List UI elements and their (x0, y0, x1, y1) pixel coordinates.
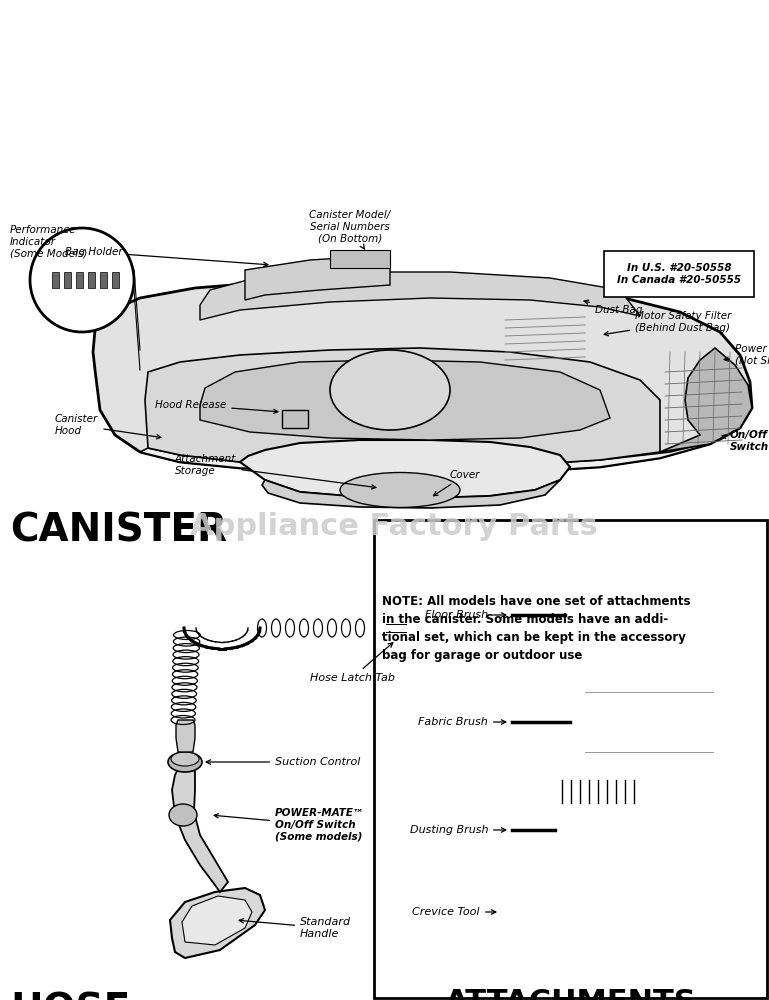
Text: NOTE: All models have one set of attachments
in the canister. Some models have a: NOTE: All models have one set of attachm… (382, 595, 691, 662)
Text: POWER-MATE™
On/Off Switch
(Some models): POWER-MATE™ On/Off Switch (Some models) (214, 808, 365, 842)
Bar (502, 906, 520, 918)
Bar (76, 272, 83, 288)
Ellipse shape (168, 752, 202, 772)
Polygon shape (262, 480, 560, 508)
Polygon shape (145, 348, 660, 467)
Bar (88, 272, 95, 288)
Bar (100, 272, 107, 288)
Polygon shape (200, 272, 640, 320)
Bar (382, 616, 410, 640)
Ellipse shape (560, 702, 580, 742)
Polygon shape (200, 360, 610, 440)
Bar (64, 272, 71, 288)
Text: Attachment
Storage: Attachment Storage (175, 454, 376, 489)
Polygon shape (182, 896, 252, 945)
Polygon shape (93, 280, 752, 473)
Ellipse shape (556, 599, 574, 631)
Text: Performance
Indicator
(Some Models): Performance Indicator (Some Models) (10, 225, 88, 258)
Ellipse shape (169, 804, 197, 826)
Text: Hood Release: Hood Release (155, 400, 278, 413)
Text: ATTACHMENTS: ATTACHMENTS (444, 988, 697, 1000)
Ellipse shape (555, 802, 645, 857)
Polygon shape (245, 255, 390, 300)
Bar (282, 410, 308, 428)
Ellipse shape (340, 473, 460, 508)
Ellipse shape (330, 350, 450, 430)
Polygon shape (660, 348, 752, 452)
Text: On/Off
Switch: On/Off Switch (722, 430, 769, 452)
Bar (738, 896, 750, 928)
Text: Floor Brush: Floor Brush (425, 610, 506, 620)
Text: Motor Safety Filter
(Behind Dust Bag): Motor Safety Filter (Behind Dust Bag) (604, 311, 731, 336)
Bar (573, 593, 743, 637)
Text: Appliance Factory Parts: Appliance Factory Parts (190, 512, 598, 541)
Polygon shape (240, 440, 570, 498)
Polygon shape (140, 428, 740, 473)
Text: Standard
Handle: Standard Handle (239, 917, 351, 939)
Polygon shape (176, 720, 195, 752)
Ellipse shape (171, 752, 199, 766)
Bar (112, 272, 119, 288)
Bar (52, 272, 59, 288)
Polygon shape (520, 898, 740, 926)
Text: © http://www.appliancefactoryparts.com: © http://www.appliancefactoryparts.com (305, 474, 519, 484)
Polygon shape (170, 888, 265, 958)
Circle shape (30, 228, 134, 332)
Text: In U.S. #20-50558
In Canada #20-50555: In U.S. #20-50558 In Canada #20-50555 (617, 263, 741, 285)
Text: Dust Bag: Dust Bag (584, 300, 643, 315)
Text: HOSE: HOSE (10, 992, 130, 1000)
Text: Dusting Brush: Dusting Brush (410, 825, 506, 835)
Text: CANISTER: CANISTER (10, 512, 227, 550)
Text: Canister
Hood: Canister Hood (55, 414, 161, 439)
FancyBboxPatch shape (604, 251, 754, 297)
Text: Canister Model/
Serial Numbers
(On Bottom): Canister Model/ Serial Numbers (On Botto… (309, 210, 391, 249)
Text: Suction Control: Suction Control (206, 757, 361, 767)
Bar (374, 520, 767, 998)
Text: Power Cord
(Not Shown): Power Cord (Not Shown) (724, 344, 769, 366)
Bar (555, 850, 645, 864)
Text: Hose Latch Tab: Hose Latch Tab (309, 643, 394, 683)
Text: Crevice Tool: Crevice Tool (412, 907, 496, 917)
Text: Fabric Brush: Fabric Brush (418, 717, 506, 727)
Text: Bag Holder: Bag Holder (65, 247, 268, 266)
Polygon shape (172, 762, 228, 892)
Bar (579, 670, 719, 774)
Bar (330, 250, 390, 268)
Text: Cover: Cover (434, 470, 481, 496)
